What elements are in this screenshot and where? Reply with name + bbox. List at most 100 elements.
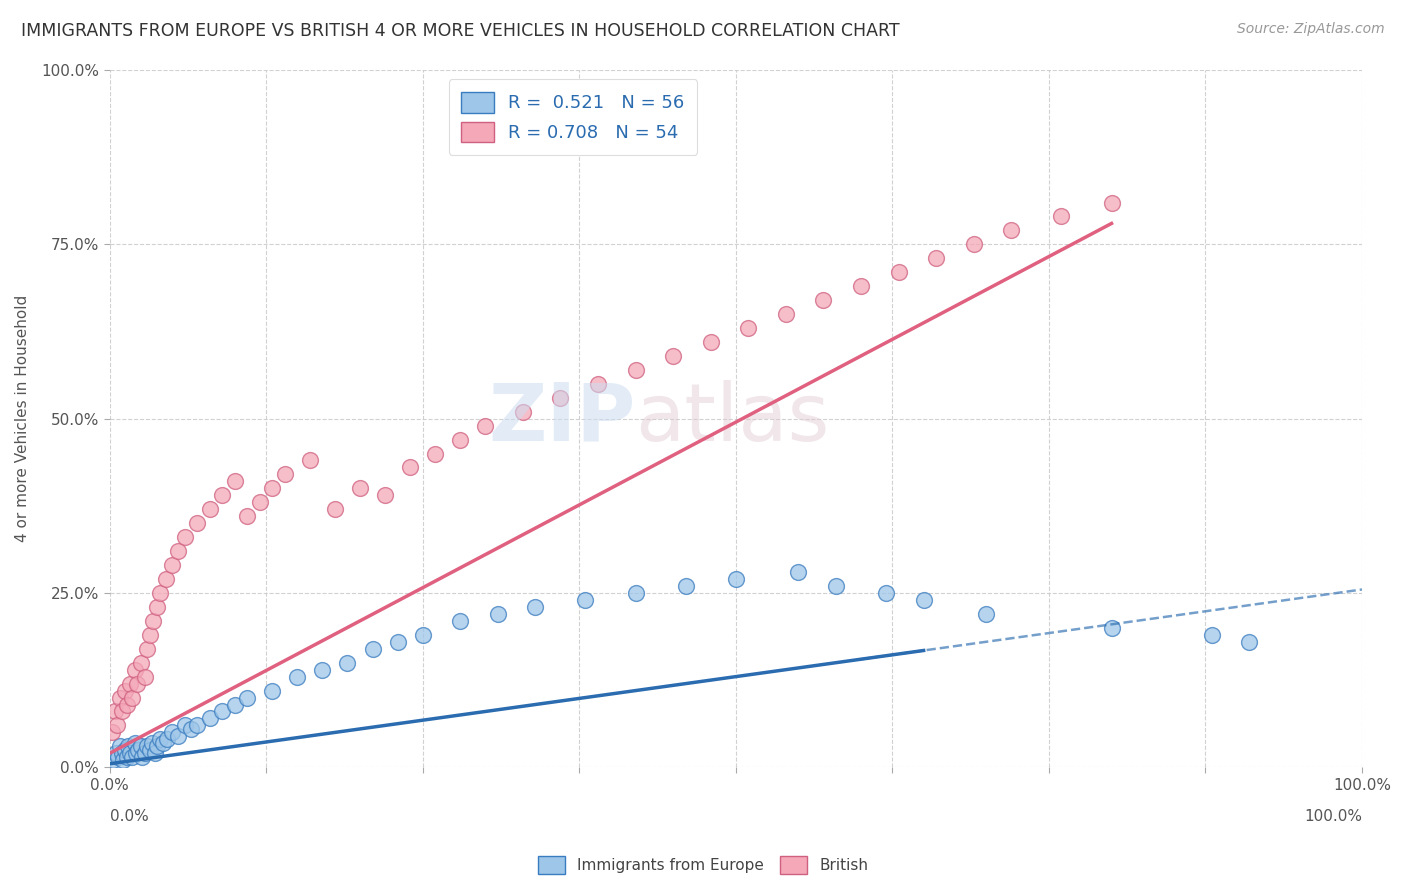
Point bbox=[101, 725, 124, 739]
Text: 100.0%: 100.0% bbox=[1303, 809, 1362, 824]
Point bbox=[887, 265, 910, 279]
Point bbox=[875, 586, 897, 600]
Point bbox=[155, 572, 177, 586]
Point bbox=[249, 495, 271, 509]
Point bbox=[336, 656, 359, 670]
Point bbox=[274, 467, 297, 482]
Point bbox=[287, 670, 309, 684]
Point bbox=[115, 749, 138, 764]
Point bbox=[974, 607, 997, 621]
Point bbox=[211, 488, 233, 502]
Point bbox=[724, 572, 747, 586]
Point bbox=[149, 586, 172, 600]
Point bbox=[134, 747, 156, 761]
Point bbox=[624, 363, 647, 377]
Point bbox=[105, 718, 128, 732]
Point bbox=[825, 579, 848, 593]
Point bbox=[849, 279, 872, 293]
Point bbox=[117, 739, 139, 754]
Text: ZIP: ZIP bbox=[488, 380, 636, 458]
Point bbox=[134, 670, 156, 684]
Point bbox=[1239, 634, 1261, 648]
Point bbox=[141, 736, 163, 750]
Point bbox=[138, 743, 160, 757]
Point bbox=[775, 307, 797, 321]
Point bbox=[111, 705, 134, 719]
Text: 0.0%: 0.0% bbox=[110, 809, 148, 824]
Point bbox=[361, 641, 384, 656]
Point bbox=[412, 628, 434, 642]
Point bbox=[136, 739, 159, 754]
Point bbox=[173, 530, 195, 544]
Point bbox=[129, 656, 152, 670]
Point bbox=[146, 739, 169, 754]
Point bbox=[118, 747, 141, 761]
Point bbox=[173, 718, 195, 732]
Point bbox=[129, 739, 152, 754]
Point bbox=[121, 690, 143, 705]
Point bbox=[449, 614, 471, 628]
Point bbox=[912, 593, 935, 607]
Point bbox=[186, 516, 208, 531]
Point bbox=[103, 705, 125, 719]
Point bbox=[699, 334, 721, 349]
Point bbox=[675, 579, 697, 593]
Point bbox=[787, 565, 810, 579]
Point bbox=[131, 749, 153, 764]
Point bbox=[349, 482, 371, 496]
Point bbox=[108, 690, 131, 705]
Point bbox=[474, 418, 496, 433]
Point bbox=[149, 732, 172, 747]
Point bbox=[236, 509, 259, 524]
Point bbox=[103, 753, 125, 767]
Point bbox=[1000, 223, 1022, 237]
Point bbox=[160, 725, 183, 739]
Point bbox=[156, 732, 179, 747]
Point bbox=[198, 711, 221, 725]
Point bbox=[138, 628, 160, 642]
Point bbox=[662, 349, 685, 363]
Point bbox=[107, 749, 129, 764]
Point bbox=[167, 544, 190, 558]
Point bbox=[311, 663, 333, 677]
Point bbox=[127, 743, 149, 757]
Text: IMMIGRANTS FROM EUROPE VS BRITISH 4 OR MORE VEHICLES IN HOUSEHOLD CORRELATION CH: IMMIGRANTS FROM EUROPE VS BRITISH 4 OR M… bbox=[21, 22, 900, 40]
Point bbox=[186, 718, 208, 732]
Point bbox=[118, 676, 141, 690]
Point bbox=[524, 599, 547, 614]
Point bbox=[114, 683, 136, 698]
Point bbox=[108, 739, 131, 754]
Point bbox=[124, 736, 146, 750]
Point bbox=[111, 747, 134, 761]
Point bbox=[374, 488, 396, 502]
Point bbox=[224, 698, 246, 712]
Point bbox=[1101, 195, 1123, 210]
Point bbox=[125, 747, 148, 761]
Point bbox=[624, 586, 647, 600]
Point bbox=[198, 502, 221, 516]
Point bbox=[211, 705, 233, 719]
Point bbox=[124, 663, 146, 677]
Point bbox=[160, 558, 183, 572]
Point bbox=[1201, 628, 1223, 642]
Point bbox=[146, 599, 169, 614]
Point bbox=[925, 252, 948, 266]
Point bbox=[1050, 210, 1073, 224]
Point bbox=[512, 405, 534, 419]
Legend: R =  0.521   N = 56, R = 0.708   N = 54: R = 0.521 N = 56, R = 0.708 N = 54 bbox=[449, 79, 697, 155]
Point bbox=[298, 453, 321, 467]
Point bbox=[262, 482, 284, 496]
Point bbox=[152, 736, 174, 750]
Point bbox=[136, 641, 159, 656]
Point bbox=[121, 749, 143, 764]
Point bbox=[143, 747, 166, 761]
Point bbox=[737, 321, 759, 335]
Point bbox=[112, 753, 135, 767]
Point bbox=[142, 614, 165, 628]
Point bbox=[262, 683, 284, 698]
Y-axis label: 4 or more Vehicles in Household: 4 or more Vehicles in Household bbox=[15, 295, 30, 542]
Point bbox=[399, 460, 422, 475]
Point bbox=[586, 376, 609, 391]
Point bbox=[449, 433, 471, 447]
Point bbox=[224, 475, 246, 489]
